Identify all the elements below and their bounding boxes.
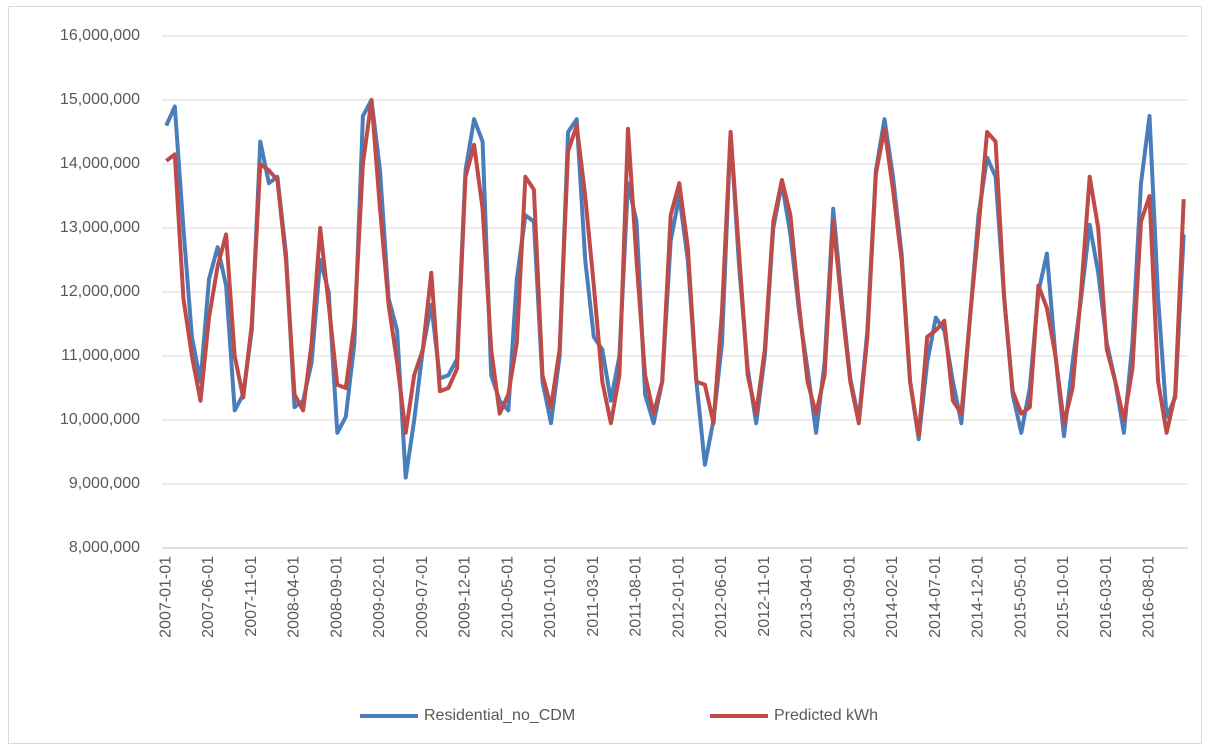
x-tick-label: 2014-12-01 [970,556,987,638]
x-tick-label: 2015-05-01 [1012,556,1029,638]
x-tick-label: 2016-03-01 [1098,556,1115,638]
x-tick-label: 2011-08-01 [628,556,645,637]
y-tick-label: 10,000,000 [60,411,140,428]
y-tick-label: 13,000,000 [60,219,140,236]
y-tick-label: 8,000,000 [69,539,140,556]
y-tick-label: 9,000,000 [69,475,140,492]
x-tick-label: 2013-04-01 [799,556,816,638]
x-tick-label: 2008-04-01 [286,556,303,638]
x-tick-label: 2007-06-01 [200,556,217,638]
x-tick-label: 2013-09-01 [841,556,858,638]
x-tick-label: 2012-06-01 [713,556,730,638]
x-tick-label: 2011-03-01 [585,556,602,637]
x-tick-label: 2010-05-01 [499,556,516,638]
y-tick-label: 15,000,000 [60,91,140,108]
x-tick-label: 2007-11-01 [243,556,260,637]
x-tick-label: 2015-10-01 [1055,556,1072,638]
x-tick-label: 2016-08-01 [1141,556,1158,638]
x-tick-label: 2009-02-01 [371,556,388,638]
y-tick-label: 11,000,000 [61,347,140,364]
series-line [164,98,1186,480]
x-tick-label: 2009-07-01 [414,556,431,638]
x-tick-label: 2009-12-01 [457,556,474,638]
x-tick-label: 2012-11-01 [756,556,773,637]
x-tick-label: 2014-02-01 [884,556,901,638]
legend-label: Residential_no_CDM [424,707,575,724]
legend-label: Predicted kWh [774,707,878,724]
series-line [165,98,1186,438]
y-tick-label: 14,000,000 [60,155,140,172]
y-tick-label: 16,000,000 [60,27,140,44]
x-tick-label: 2008-09-01 [328,556,345,638]
x-tick-label: 2010-10-01 [542,556,559,638]
y-tick-label: 12,000,000 [60,283,140,300]
x-tick-label: 2014-07-01 [927,556,944,638]
x-tick-label: 2012-01-01 [670,556,687,638]
x-tick-label: 2007-01-01 [157,556,174,638]
